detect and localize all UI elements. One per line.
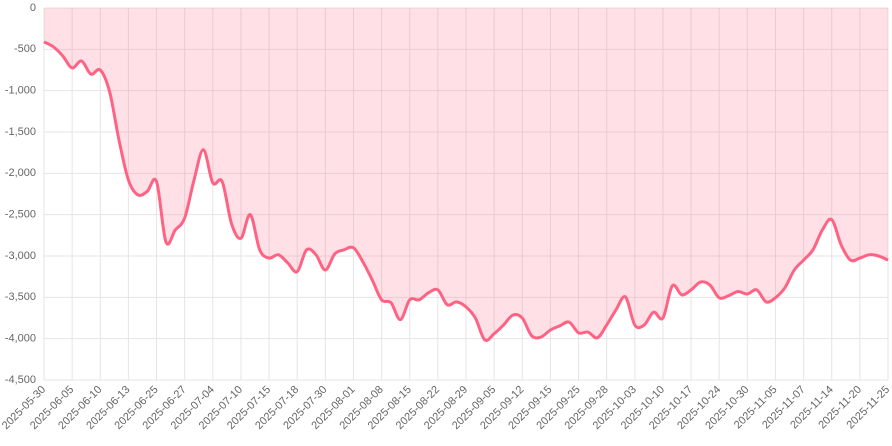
area [44, 8, 888, 341]
y-tick-label: -4,500 [5, 374, 36, 386]
y-tick-label: -2,500 [5, 209, 36, 221]
y-tick-label: -4,000 [5, 333, 36, 345]
y-tick-label: -3,500 [5, 291, 36, 303]
y-tick-label: -2,000 [5, 167, 36, 179]
y-tick-label: -1,500 [5, 126, 36, 138]
y-tick-label: -500 [14, 43, 36, 55]
y-tick-label: -1,000 [5, 85, 36, 97]
y-tick-label: -3,000 [5, 250, 36, 262]
line [43, 40, 889, 342]
y-tick-label: 0 [30, 2, 36, 14]
